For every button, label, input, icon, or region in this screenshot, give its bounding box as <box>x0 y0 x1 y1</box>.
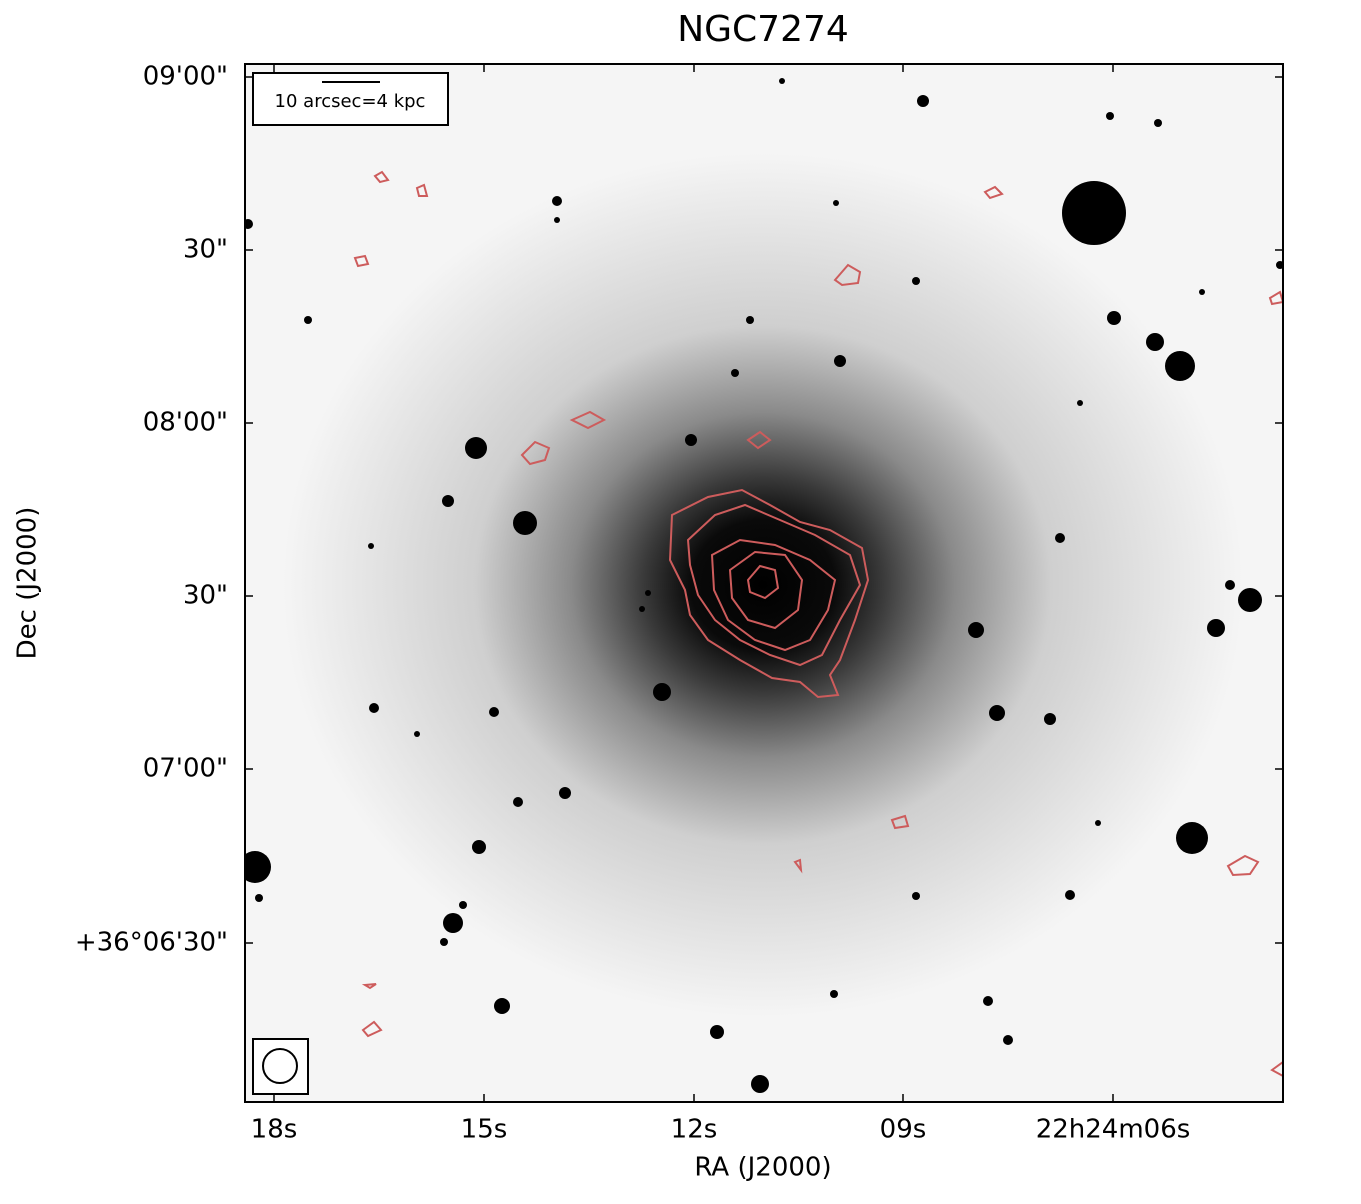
x-tick-label: 22h24m06s <box>1036 1115 1191 1145</box>
contours <box>353 170 1283 1078</box>
stars <box>245 78 1283 1093</box>
x-tick-label: 09s <box>880 1115 927 1145</box>
x-tick-label: 12s <box>671 1115 718 1145</box>
x-axis-label: RA (J2000) <box>694 1153 831 1183</box>
scale-label: 10 arcsec=4 kpc <box>275 91 426 112</box>
scale-bar: 10 arcsec=4 kpc <box>252 72 449 126</box>
chart-title: NGC7274 <box>677 9 849 50</box>
y-axis-label: Dec (J2000) <box>13 507 43 660</box>
frame <box>244 63 1284 1103</box>
x-tick-label: 15s <box>461 1115 508 1145</box>
y-tick-label: 09'00" <box>143 62 228 92</box>
y-tick-label: 30" <box>183 581 228 611</box>
x-tick-label: 18s <box>251 1115 298 1145</box>
y-tick-label: 08'00" <box>143 408 228 438</box>
y-tick-label: 30" <box>183 235 228 265</box>
ticks: 18s 15s 12s 09s 22h24m06s 09'00" 30" 08'00" 30" 0… <box>75 62 1283 1145</box>
y-tick-label: 07'00" <box>143 754 228 784</box>
sky-image <box>245 64 1283 1102</box>
beam <box>252 1038 309 1095</box>
y-tick-label: +36°06'30" <box>75 928 228 958</box>
